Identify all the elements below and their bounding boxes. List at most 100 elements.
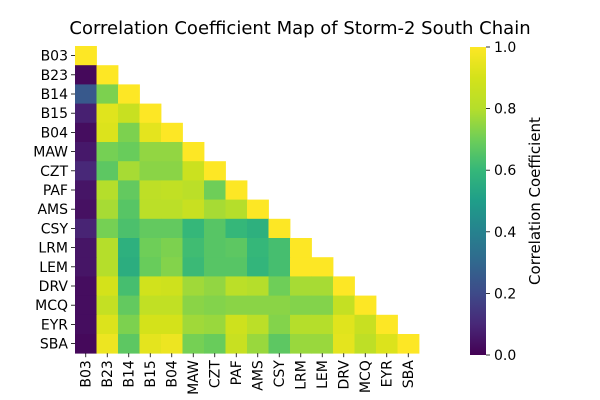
x-tick-label-CSY: CSY: [272, 360, 288, 388]
heatmap-cell-MCQ-LEM: [311, 295, 334, 316]
heatmap-cell-EYR-CZT: [204, 314, 226, 335]
y-tick-label-PAF: PAF: [43, 183, 68, 199]
heatmap-cell-MCQ-AMS: [247, 295, 269, 316]
heatmap-cell-EYR-CSY: [268, 314, 291, 335]
x-tick-label-MCQ: MCQ: [358, 360, 374, 393]
heatmap-cell-CZT-B03: [75, 161, 97, 181]
heatmap-cells: [75, 46, 420, 354]
heatmap-cell-CSY-CSY: [268, 218, 291, 239]
heatmap-cell-LRM-PAF: [225, 238, 248, 258]
x-tick-label-MAW: MAW: [186, 360, 202, 395]
heatmap-cell-MAW-B14: [118, 142, 140, 162]
heatmap-cell-EYR-EYR: [376, 314, 398, 335]
heatmap-cell-EYR-DRV: [333, 314, 355, 335]
colorbar: [470, 47, 486, 355]
heatmap-cell-B04-B14: [118, 122, 140, 143]
x-tick-label-LRM: LRM: [294, 360, 310, 390]
heatmap-cell-DRV-B15: [139, 276, 162, 296]
heatmap-cell-LEM-PAF: [225, 257, 248, 277]
heatmap-cell-SBA-AMS: [247, 334, 269, 354]
heatmap-cell-DRV-MAW: [182, 276, 205, 296]
y-tick-label-SBA: SBA: [40, 337, 68, 353]
heatmap-cell-SBA-CSY: [268, 334, 291, 354]
y-tick-label-MAW: MAW: [33, 145, 68, 161]
heatmap-cell-EYR-LEM: [311, 314, 334, 335]
heatmap-cell-CSY-B03: [75, 218, 97, 239]
heatmap-cell-PAF-MAW: [182, 180, 205, 200]
heatmap-cell-CSY-B04: [161, 218, 183, 239]
heatmap-cell-LRM-B15: [139, 238, 162, 258]
heatmap-cell-LEM-LRM: [290, 257, 312, 277]
heatmap-cell-MAW-MAW: [182, 142, 205, 162]
heatmap-cell-SBA-MAW: [182, 334, 205, 354]
y-tick-label-CSY: CSY: [41, 221, 69, 237]
heatmap-cell-DRV-B04: [161, 276, 183, 296]
heatmap-cell-LRM-B14: [118, 238, 140, 258]
heatmap-cell-SBA-B15: [139, 334, 162, 354]
heatmap-cell-B23-B23: [96, 65, 119, 85]
heatmap-cell-CSY-AMS: [247, 218, 269, 239]
heatmap-cell-EYR-MCQ: [354, 314, 377, 335]
heatmap-cell-AMS-PAF: [225, 199, 248, 220]
y-tick-label-DRV: DRV: [39, 279, 69, 295]
y-tick-label-CZT: CZT: [40, 164, 68, 180]
heatmap-cell-MCQ-MAW: [182, 295, 205, 316]
heatmap-cell-DRV-B03: [75, 276, 97, 296]
heatmap-cell-CSY-B15: [139, 218, 162, 239]
heatmap-cell-B15-B23: [96, 103, 119, 124]
colorbar-label: Correlation Coefficient: [526, 117, 544, 285]
heatmap-cell-B15-B15: [139, 103, 162, 124]
heatmap-cell-AMS-B15: [139, 199, 162, 220]
heatmap-cell-DRV-B14: [118, 276, 140, 296]
heatmap-cell-MCQ-LRM: [290, 295, 312, 316]
heatmap-cell-EYR-MAW: [182, 314, 205, 335]
x-tick-label-LEM: LEM: [315, 360, 331, 389]
y-tick-label-B23: B23: [41, 68, 68, 84]
heatmap-cell-LEM-LEM: [311, 257, 334, 277]
x-tick-label-B23: B23: [100, 360, 116, 387]
y-tick-label-B15: B15: [41, 106, 68, 122]
heatmap-cell-B04-B23: [96, 122, 119, 143]
heatmap-cell-PAF-PAF: [225, 180, 248, 200]
heatmap-cell-DRV-PAF: [225, 276, 248, 296]
heatmap-cell-LRM-B23: [96, 238, 119, 258]
x-tick-label-B03: B03: [79, 360, 95, 387]
heatmap-cell-PAF-B03: [75, 180, 97, 200]
heatmap-cell-DRV-LEM: [311, 276, 334, 296]
heatmap-cell-B14-B23: [96, 84, 119, 104]
heatmap-cell-MAW-B23: [96, 142, 119, 162]
heatmap-cell-LEM-CZT: [204, 257, 226, 277]
heatmap-cell-MCQ-MCQ: [354, 295, 377, 316]
heatmap-cell-EYR-B23: [96, 314, 119, 335]
heatmap-cell-CZT-B23: [96, 161, 119, 181]
heatmap-cell-SBA-B23: [96, 334, 119, 354]
heatmap-cell-AMS-B04: [161, 199, 183, 220]
heatmap-cell-SBA-MCQ: [354, 334, 377, 354]
heatmap-cell-SBA-SBA: [397, 334, 420, 354]
heatmap-cell-LEM-B23: [96, 257, 119, 277]
x-tick-label-CZT: CZT: [208, 360, 224, 388]
heatmap-cell-CZT-B15: [139, 161, 162, 181]
heatmap-cell-CSY-B23: [96, 218, 119, 239]
heatmap-cell-DRV-CSY: [268, 276, 291, 296]
heatmap-cell-EYR-B04: [161, 314, 183, 335]
heatmap-cell-LEM-AMS: [247, 257, 269, 277]
x-tick-label-B15: B15: [143, 360, 159, 387]
heatmap-cell-MCQ-CSY: [268, 295, 291, 316]
heatmap-cell-B04-B15: [139, 122, 162, 143]
heatmap-cell-SBA-CZT: [204, 334, 226, 354]
heatmap-cell-EYR-B03: [75, 314, 97, 335]
heatmap-cell-MCQ-B04: [161, 295, 183, 316]
heatmap-cell-DRV-AMS: [247, 276, 269, 296]
heatmap-cell-SBA-B14: [118, 334, 140, 354]
heatmap-cell-LRM-CZT: [204, 238, 226, 258]
heatmap-cell-MCQ-B14: [118, 295, 140, 316]
y-tick-label-AMS: AMS: [37, 202, 68, 218]
heatmap-cell-B23-B03: [75, 65, 97, 85]
heatmap-cell-CSY-CZT: [204, 218, 226, 239]
heatmap-cell-EYR-AMS: [247, 314, 269, 335]
x-tick-label-AMS: AMS: [251, 360, 267, 391]
heatmap-cell-PAF-B04: [161, 180, 183, 200]
heatmap-cell-AMS-B23: [96, 199, 119, 220]
